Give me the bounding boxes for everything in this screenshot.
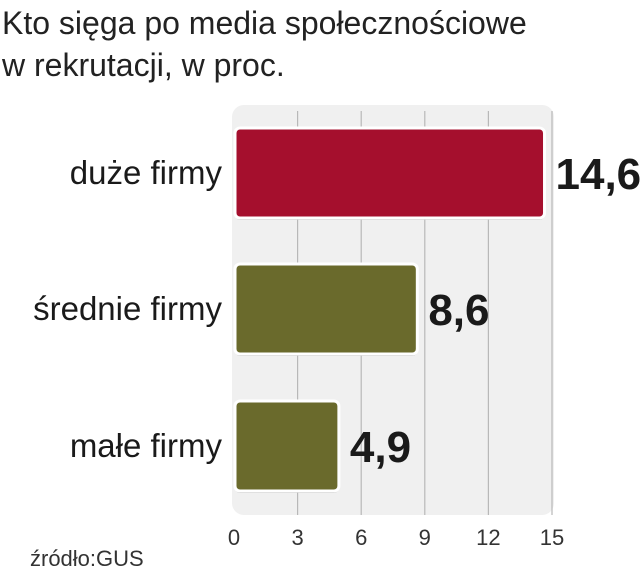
category-label: średnie firmy (33, 290, 222, 327)
x-tick-label: 9 (419, 525, 431, 550)
category-labels: duże firmy średnie firmy małe firmy (33, 154, 222, 464)
x-tick-labels: 0 3 6 9 12 15 (228, 525, 564, 550)
category-label: małe firmy (70, 427, 223, 464)
x-tick-label: 15 (540, 525, 564, 550)
x-tick-label: 0 (228, 525, 240, 550)
value-label: 4,9 (350, 423, 411, 472)
category-label: duże firmy (70, 154, 223, 191)
x-tick-label: 6 (355, 525, 367, 550)
source-note: źródło:GUS (30, 546, 144, 571)
value-label: 8,6 (428, 286, 489, 335)
title-line-2: w rekrutacji, w proc. (2, 47, 285, 83)
bars (233, 126, 547, 493)
value-labels: 14,6 8,6 4,9 (350, 150, 641, 472)
bar (233, 262, 419, 356)
bar (233, 126, 547, 220)
title-line-1: Kto sięga po media społecznościowe (2, 5, 527, 41)
value-label: 14,6 (556, 150, 641, 199)
bar (233, 399, 341, 493)
chart-title: Kto sięga po media społecznościowe w rek… (2, 2, 638, 86)
x-tick-label: 3 (291, 525, 303, 550)
x-tick-label: 12 (476, 525, 500, 550)
